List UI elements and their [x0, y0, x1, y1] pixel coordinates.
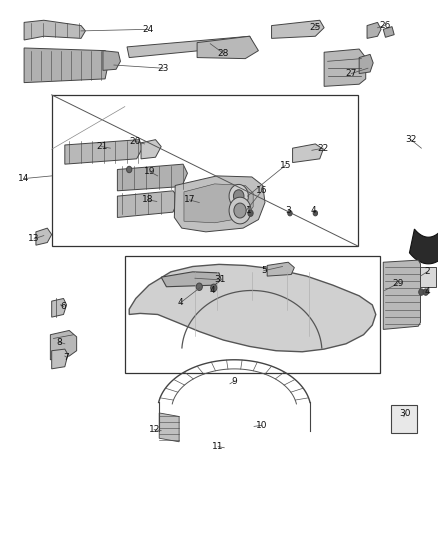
Text: 19: 19	[144, 167, 155, 176]
Polygon shape	[24, 48, 110, 83]
Text: 29: 29	[392, 279, 403, 288]
Text: 13: 13	[28, 235, 40, 243]
Polygon shape	[197, 36, 258, 59]
Bar	[420, 266, 436, 287]
Text: 10: 10	[256, 421, 268, 430]
Bar	[52, 95, 358, 246]
Polygon shape	[52, 298, 67, 317]
Text: 5: 5	[261, 266, 267, 275]
Text: 27: 27	[346, 69, 357, 78]
Text: 28: 28	[218, 49, 229, 58]
Text: 16: 16	[256, 187, 268, 195]
Polygon shape	[36, 228, 52, 245]
Circle shape	[248, 210, 253, 216]
Polygon shape	[117, 164, 187, 191]
Text: 25: 25	[310, 23, 321, 32]
Polygon shape	[383, 27, 394, 37]
Polygon shape	[272, 20, 324, 38]
Polygon shape	[65, 140, 142, 164]
Polygon shape	[52, 349, 68, 369]
Polygon shape	[410, 229, 438, 264]
Circle shape	[229, 197, 251, 224]
Polygon shape	[324, 49, 366, 86]
Text: 30: 30	[399, 409, 411, 417]
Polygon shape	[50, 330, 77, 360]
Circle shape	[423, 289, 428, 295]
Text: 22: 22	[318, 144, 329, 152]
Text: 21: 21	[96, 142, 107, 151]
Circle shape	[211, 284, 217, 292]
Circle shape	[419, 289, 424, 295]
Text: 26: 26	[379, 21, 390, 30]
Text: 4: 4	[178, 298, 183, 307]
Text: 12: 12	[148, 425, 160, 434]
Text: 17: 17	[184, 196, 195, 204]
Text: 11: 11	[212, 442, 224, 451]
Polygon shape	[127, 36, 254, 58]
Text: 8: 8	[56, 338, 62, 346]
Circle shape	[234, 203, 246, 218]
Text: 6: 6	[60, 302, 67, 311]
Polygon shape	[161, 272, 221, 287]
Polygon shape	[141, 140, 161, 159]
Bar	[391, 405, 417, 433]
Text: 20: 20	[129, 137, 141, 146]
Text: 18: 18	[142, 196, 154, 204]
Polygon shape	[103, 51, 120, 70]
Text: 4: 4	[424, 287, 430, 295]
Text: 9: 9	[231, 377, 237, 385]
Text: 3: 3	[285, 206, 291, 215]
Polygon shape	[174, 176, 265, 232]
Polygon shape	[383, 260, 420, 329]
Text: 32: 32	[405, 135, 417, 144]
Polygon shape	[117, 191, 179, 217]
Circle shape	[229, 184, 248, 208]
Polygon shape	[267, 262, 294, 276]
Text: 15: 15	[280, 161, 291, 169]
Text: 4: 4	[210, 286, 215, 295]
Text: 7: 7	[64, 353, 70, 361]
Bar	[125, 256, 380, 373]
Circle shape	[288, 211, 292, 216]
Polygon shape	[184, 184, 253, 223]
Circle shape	[127, 166, 132, 173]
Polygon shape	[24, 20, 85, 40]
Text: 14: 14	[18, 174, 30, 183]
Polygon shape	[159, 413, 179, 442]
Polygon shape	[367, 22, 381, 38]
Text: 31: 31	[214, 276, 226, 284]
Polygon shape	[129, 264, 376, 352]
Circle shape	[233, 190, 244, 203]
Polygon shape	[293, 144, 323, 163]
Text: 2: 2	[424, 268, 430, 276]
Circle shape	[313, 211, 318, 216]
Text: 24: 24	[142, 25, 154, 34]
Circle shape	[196, 283, 202, 290]
Text: 4: 4	[311, 206, 316, 215]
Text: 23: 23	[157, 64, 169, 72]
Text: 1: 1	[246, 206, 252, 215]
Polygon shape	[359, 54, 373, 74]
